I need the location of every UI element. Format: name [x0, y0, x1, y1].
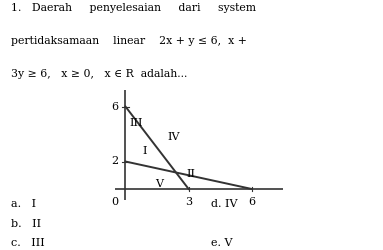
Text: b.   II: b. II — [11, 219, 42, 229]
Text: 0: 0 — [111, 197, 118, 207]
Text: 3y ≥ 6,   x ≥ 0,   x ∈ R  adalah...: 3y ≥ 6, x ≥ 0, x ∈ R adalah... — [11, 69, 188, 79]
Text: V: V — [155, 179, 163, 189]
Text: III: III — [129, 118, 143, 128]
Text: 3: 3 — [185, 197, 192, 207]
Text: d. IV: d. IV — [211, 200, 237, 209]
Text: pertidaksamaan    linear    2x + y ≤ 6,  x +: pertidaksamaan linear 2x + y ≤ 6, x + — [11, 36, 247, 46]
Text: I: I — [142, 146, 147, 156]
Text: 6: 6 — [248, 197, 255, 207]
Text: 1.   Daerah     penyelesaian     dari     system: 1. Daerah penyelesaian dari system — [11, 3, 257, 13]
Text: c.   III: c. III — [11, 238, 45, 248]
Text: II: II — [186, 169, 195, 179]
Text: 2: 2 — [111, 156, 118, 166]
Text: a.   I: a. I — [11, 200, 37, 209]
Text: 6: 6 — [111, 102, 118, 112]
Text: IV: IV — [168, 132, 180, 142]
Text: e. V: e. V — [211, 238, 232, 248]
